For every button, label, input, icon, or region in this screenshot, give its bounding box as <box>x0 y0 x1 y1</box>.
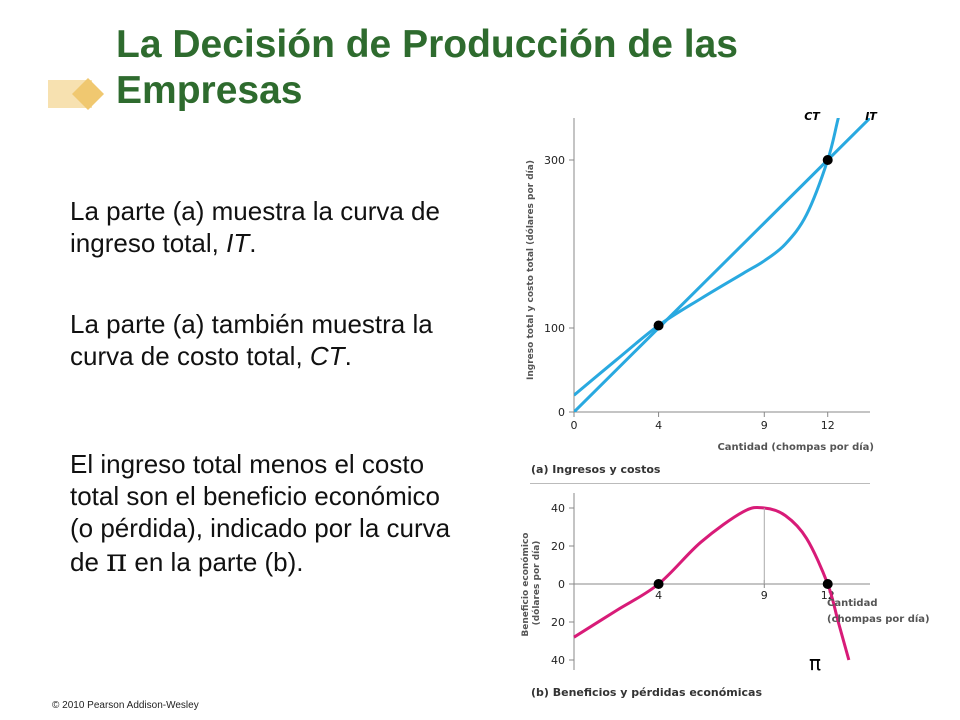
chart-a-xtick-label: 0 <box>571 419 578 432</box>
chart-a-point <box>822 155 833 165</box>
ct-series-label: CT <box>804 110 821 123</box>
pi-series-label: π <box>809 651 821 675</box>
ct-curve-line <box>574 118 840 397</box>
chart-b-x-label: Cantidad (chompas por día) <box>827 598 930 625</box>
chart-a-point <box>653 320 664 331</box>
it-series-label: IT <box>865 110 878 123</box>
chart-b-ytick-label: 40 <box>551 502 565 515</box>
slide-title: La Decisión de Producción de las Empresa… <box>116 23 739 112</box>
chart-b-ytick-label: 0 <box>558 578 565 591</box>
chart-b-ytick-label: 20 <box>551 616 565 629</box>
chart-a-ytick-label: 100 <box>544 322 565 335</box>
chart-b-panel-label: (b) Beneficios y pérdidas económicas <box>531 686 762 699</box>
paragraph-revenue: La parte (a) muestra la curva de ingreso… <box>70 196 440 258</box>
paragraph-profit: El ingreso total menos el costo total so… <box>70 449 451 579</box>
copyright-footer: © 2010 Pearson Addison-Wesley <box>52 700 199 711</box>
decorative-diamond-icon <box>48 78 104 110</box>
chart-a-xtick-label: 12 <box>821 419 835 432</box>
chart-revenue-cost: 0 100 300 0 4 9 12 CT IT Ingreso total y cost… <box>525 110 878 476</box>
chart-a-y-label: Ingreso total y costo total (dólares por… <box>525 160 536 380</box>
chart-a-xtick-label: 4 <box>655 419 662 432</box>
chart-a-ytick-label: 0 <box>558 406 565 419</box>
chart-b-point <box>653 579 664 589</box>
chart-a-panel-label: (a) Ingresos y costos <box>531 463 661 476</box>
panel-divider <box>530 483 870 484</box>
chart-b-xtick-label: 9 <box>761 589 768 602</box>
chart-a-ytick-label: 300 <box>544 154 565 167</box>
chart-b-ytick-label: 40 <box>551 654 565 667</box>
chart-b-ytick-label: 20 <box>551 540 565 553</box>
chart-a-x-label: Cantidad (chompas por día) <box>717 441 874 453</box>
paragraph-cost: La parte (a) también muestra la curva de… <box>70 309 433 371</box>
chart-b-xtick-label: 4 <box>655 589 662 602</box>
chart-b-point <box>822 579 833 589</box>
chart-b-y-label: Beneficio económico (dólares por día) <box>520 529 542 636</box>
chart-a-xtick-label: 9 <box>761 419 768 432</box>
it-curve-line <box>574 118 870 412</box>
